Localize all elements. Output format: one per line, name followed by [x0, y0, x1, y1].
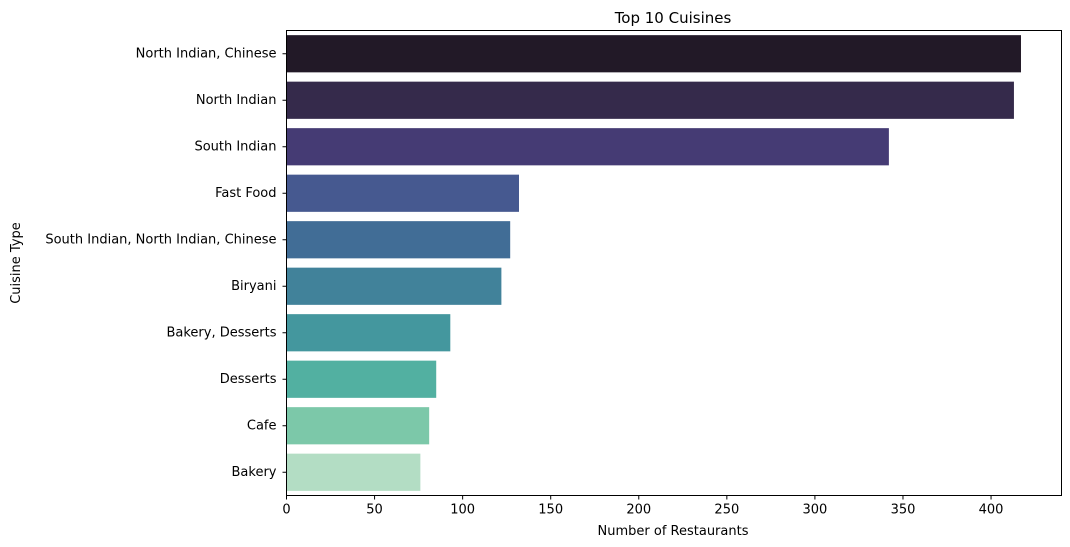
plot-frame: [286, 30, 1062, 496]
x-tick-label: 350: [891, 503, 916, 518]
x-tick-label: 400: [979, 503, 1004, 518]
chart-title: Top 10 Cuisines: [614, 9, 732, 27]
x-tick-label: 100: [450, 503, 475, 518]
x-tick-label: 200: [626, 503, 651, 518]
y-tick-label: Desserts: [220, 372, 277, 387]
x-tick-label: 300: [802, 503, 827, 518]
y-tick-label: Cafe: [247, 418, 277, 433]
x-tick-label: 150: [538, 503, 563, 518]
bar: [286, 453, 421, 491]
bar: [286, 128, 889, 166]
bar: [286, 35, 1021, 73]
bar: [286, 221, 511, 259]
y-tick-label: Bakery: [232, 465, 277, 480]
y-tick-label: North Indian: [196, 93, 277, 108]
y-tick-label: Fast Food: [215, 186, 276, 201]
bar: [286, 81, 1014, 119]
bar: [286, 174, 519, 212]
y-tick-label: South Indian, North Indian, Chinese: [45, 232, 276, 247]
y-tick-label: South Indian: [194, 139, 276, 154]
x-tick-label: 0: [282, 503, 290, 518]
x-axis-label: Number of Restaurants: [598, 524, 749, 539]
y-axis-label: Cuisine Type: [9, 222, 24, 304]
bar: [286, 314, 451, 352]
bar: [286, 267, 502, 305]
x-tick-label: 250: [714, 503, 739, 518]
x-tick-label: 50: [366, 503, 383, 518]
bar: [286, 407, 430, 445]
y-tick-label: Bakery, Desserts: [166, 325, 276, 340]
y-tick-label: Biryani: [231, 279, 276, 294]
bar: [286, 360, 437, 398]
y-tick-label: North Indian, Chinese: [136, 46, 277, 61]
